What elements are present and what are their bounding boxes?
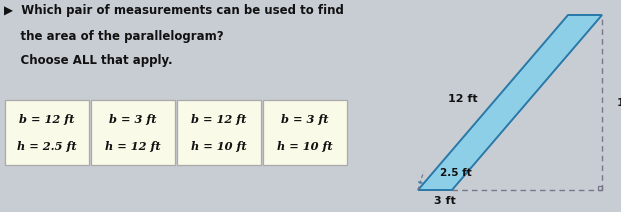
Text: b = 12 ft: b = 12 ft <box>191 114 247 126</box>
Text: h = 2.5 ft: h = 2.5 ft <box>17 141 77 152</box>
Text: h = 10 ft: h = 10 ft <box>191 141 247 152</box>
Text: the area of the parallelogram?: the area of the parallelogram? <box>4 30 224 43</box>
Text: h = 10 ft: h = 10 ft <box>277 141 333 152</box>
Text: 12 ft: 12 ft <box>448 93 478 103</box>
Text: 10 ft: 10 ft <box>617 98 621 107</box>
Text: Choose ALL that apply.: Choose ALL that apply. <box>4 54 173 67</box>
Text: b = 3 ft: b = 3 ft <box>109 114 156 126</box>
FancyBboxPatch shape <box>5 100 89 165</box>
Text: h = 12 ft: h = 12 ft <box>105 141 161 152</box>
FancyBboxPatch shape <box>177 100 261 165</box>
Polygon shape <box>418 15 602 190</box>
Text: b = 3 ft: b = 3 ft <box>281 114 329 126</box>
FancyBboxPatch shape <box>263 100 347 165</box>
Text: 2.5 ft: 2.5 ft <box>440 168 472 178</box>
Text: 3 ft: 3 ft <box>434 196 456 206</box>
Text: ▶  Which pair of measurements can be used to find: ▶ Which pair of measurements can be used… <box>4 4 344 17</box>
Text: b = 12 ft: b = 12 ft <box>19 114 75 126</box>
FancyBboxPatch shape <box>91 100 175 165</box>
